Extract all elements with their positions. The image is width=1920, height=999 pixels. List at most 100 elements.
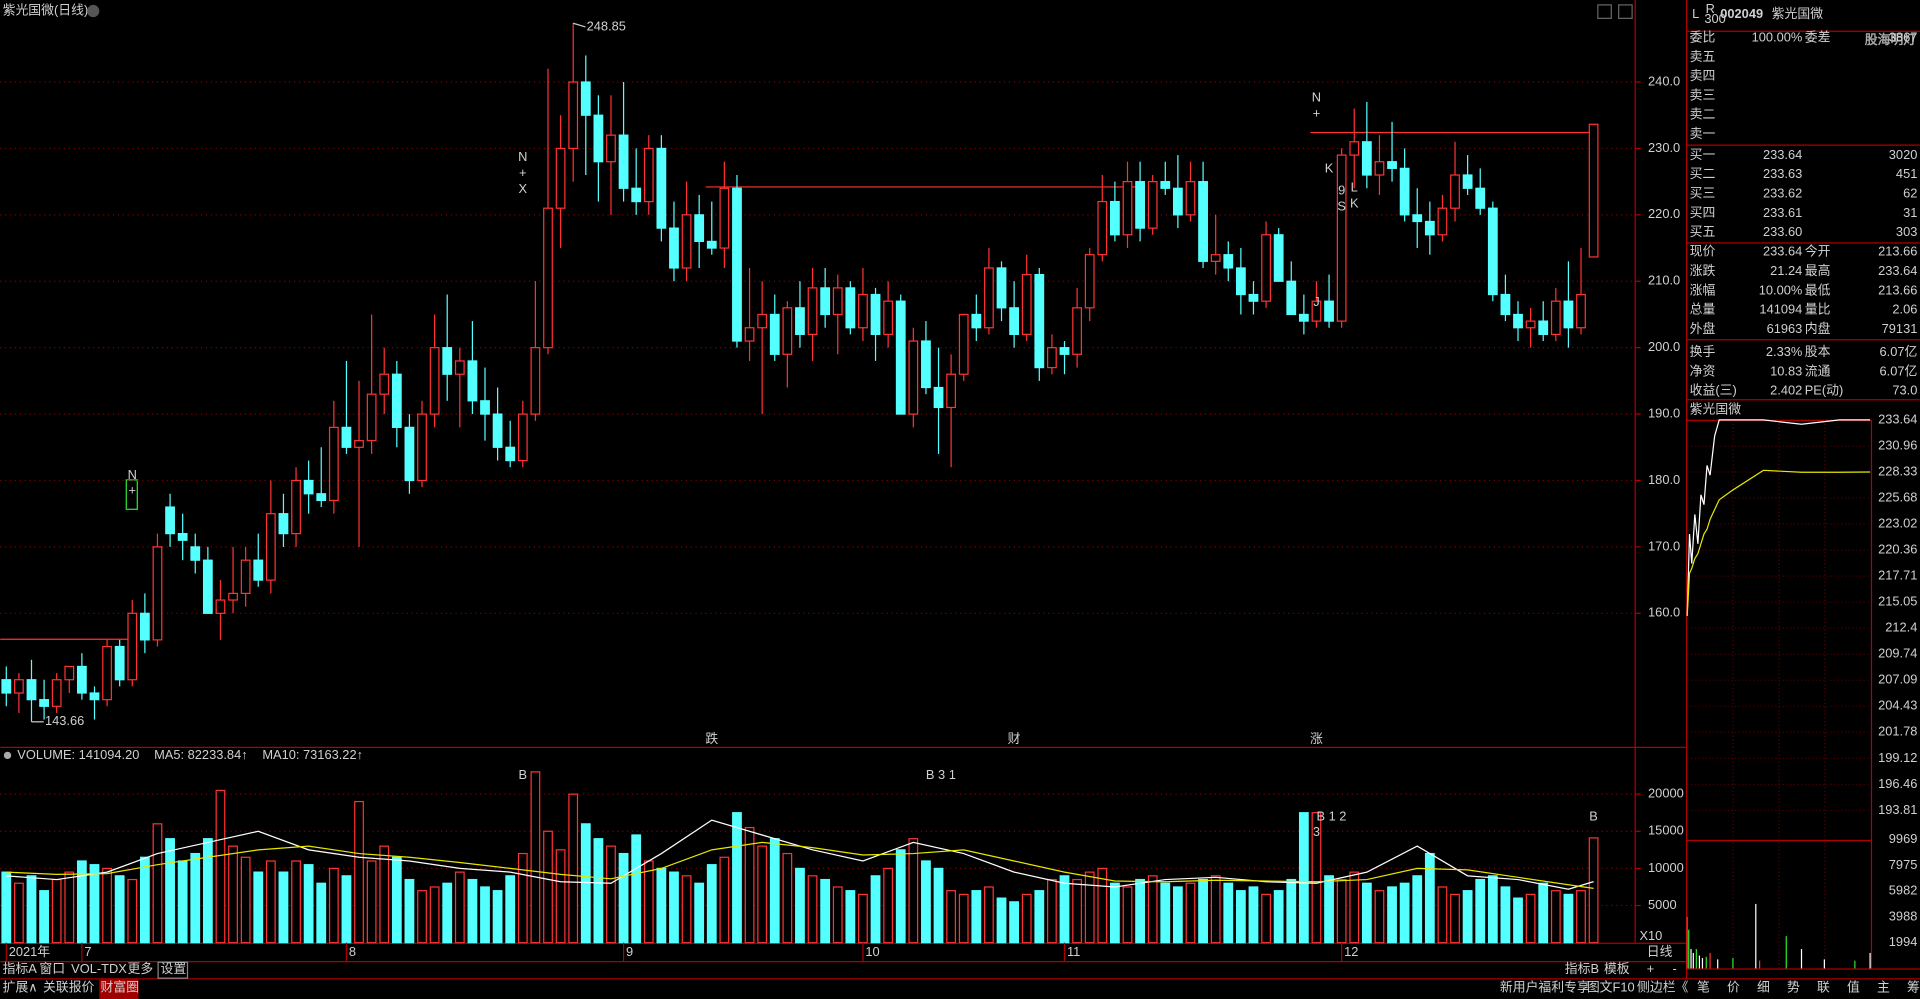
legend-icon <box>3 751 12 760</box>
zoom-button[interactable]: + <box>1647 961 1655 976</box>
candle-body <box>1311 300 1322 322</box>
bottom-tab[interactable]: 扩展∧ <box>3 979 38 994</box>
toolbar-button[interactable]: 指标B <box>1565 961 1599 976</box>
moving-average <box>6 819 1594 890</box>
candle-body <box>51 679 62 707</box>
volume-bar <box>832 886 843 944</box>
candle-body <box>732 187 742 342</box>
toolbar-button[interactable]: VOL-TDX <box>71 961 127 976</box>
period-button[interactable]: 日线 <box>1647 944 1673 959</box>
bottom-link[interactable]: 图文F10 <box>1587 979 1635 994</box>
volume-bar <box>1084 871 1095 944</box>
candle-body <box>404 426 415 482</box>
badge: L <box>1692 6 1699 21</box>
candle-body <box>1160 181 1171 189</box>
volume-bar <box>13 882 24 944</box>
quote-cell: 100.00% <box>1752 29 1803 44</box>
candle-body <box>606 134 616 163</box>
signal-marker: K <box>1325 160 1334 175</box>
quote-cell: 233.61 <box>1763 205 1802 220</box>
extreme-label: 143.66 <box>45 713 84 728</box>
zoom-button[interactable]: - <box>1673 961 1677 976</box>
toolbar-button[interactable]: 模板 <box>1604 961 1630 976</box>
candle-body <box>454 360 465 375</box>
volume-bar <box>1072 878 1082 944</box>
volume-bar <box>404 878 415 944</box>
volume-bar <box>1576 890 1586 944</box>
side-tab[interactable]: 联 <box>1817 979 1830 994</box>
volume-bar <box>366 860 377 944</box>
candle-body <box>517 413 528 462</box>
volume-bar <box>958 893 969 944</box>
legend-entry: VOLUME: 141094.20 <box>17 747 139 762</box>
volume-bar <box>127 878 138 944</box>
y-tick-label: 7975 <box>1889 857 1918 872</box>
quote-cell: 买四 <box>1690 205 1716 220</box>
bottom-link[interactable]: 新用户福利专享 <box>1500 979 1590 994</box>
window-button[interactable] <box>1597 4 1612 19</box>
volume-bar <box>1525 893 1536 944</box>
badge: R <box>1706 1 1715 16</box>
toolbar-button[interactable]: 设置 <box>161 961 187 976</box>
y-tick-label: 3988 <box>1889 908 1918 923</box>
quote-cell: 外盘 <box>1690 321 1716 336</box>
ask-label: 卖二 <box>1690 107 1716 122</box>
candle-body <box>1450 174 1460 209</box>
volume-bar <box>732 812 742 944</box>
volume-bar <box>480 886 490 944</box>
candle-body <box>1185 181 1196 216</box>
candle-body <box>908 340 919 415</box>
quote-cell: 213.66 <box>1878 244 1917 259</box>
quote-cell: 3867 <box>1889 29 1918 44</box>
y-tick-label: 196.46 <box>1878 776 1917 791</box>
volume-bar <box>64 871 75 944</box>
signal-marker: + <box>519 165 527 180</box>
window-button[interactable] <box>1618 4 1633 19</box>
side-tab[interactable]: 主 <box>1877 979 1890 994</box>
bottom-tab[interactable]: 财富圈 <box>101 979 140 994</box>
volume-bar <box>996 897 1007 944</box>
candle-body <box>139 612 150 641</box>
side-tab[interactable]: 笔 <box>1697 979 1710 994</box>
bottom-tab[interactable]: 关联报价 <box>43 979 95 994</box>
side-tab[interactable]: 价 <box>1727 979 1740 994</box>
volume-bar <box>1047 878 1057 944</box>
stock-code: 002049 <box>1720 6 1763 21</box>
quote-cell: 买五 <box>1690 224 1716 239</box>
y-tick-label: 240.0 <box>1648 73 1680 88</box>
event-marker: 财 <box>1008 731 1021 746</box>
side-tab[interactable]: 细 <box>1757 979 1770 994</box>
quote-cell: 今开 <box>1805 244 1831 259</box>
quote-cell: 流通 <box>1805 363 1831 378</box>
watermark: 股海明灯 <box>1865 32 1917 47</box>
toolbar-button[interactable]: 窗口 <box>39 961 65 976</box>
stock-name: 紫光国微 <box>1772 6 1824 21</box>
candle-body <box>278 513 289 535</box>
toolbar-button[interactable]: 指标A <box>3 961 38 976</box>
volume-bar <box>391 856 402 944</box>
quote-cell: 233.64 <box>1878 263 1917 278</box>
y-tick-label: 9969 <box>1889 831 1918 846</box>
bottom-link[interactable]: 侧边栏《 <box>1637 979 1689 994</box>
side-tab[interactable]: 势 <box>1787 979 1800 994</box>
quote-cell: 买一 <box>1690 147 1716 162</box>
quote-cell: 233.64 <box>1763 147 1802 162</box>
candle-body <box>618 134 629 189</box>
candle-body <box>895 300 906 415</box>
y-tick-label: 5000 <box>1648 897 1677 912</box>
candle-body <box>1198 181 1208 262</box>
side-tab[interactable]: 值 <box>1847 979 1860 994</box>
side-tab[interactable]: 筹 <box>1907 979 1920 994</box>
volume-bar <box>39 890 49 944</box>
volume-bar <box>656 867 667 944</box>
toolbar-button[interactable]: 更多 <box>128 961 154 976</box>
quote-cell: 6.07亿 <box>1880 344 1918 359</box>
title-menu-icon[interactable] <box>87 4 100 18</box>
candle-body <box>467 360 478 402</box>
volume-bar <box>618 852 629 944</box>
candle-body <box>744 327 755 342</box>
quote-cell: 21.24 <box>1770 263 1802 278</box>
candle-body <box>1387 161 1397 169</box>
candle-body <box>1122 181 1133 236</box>
